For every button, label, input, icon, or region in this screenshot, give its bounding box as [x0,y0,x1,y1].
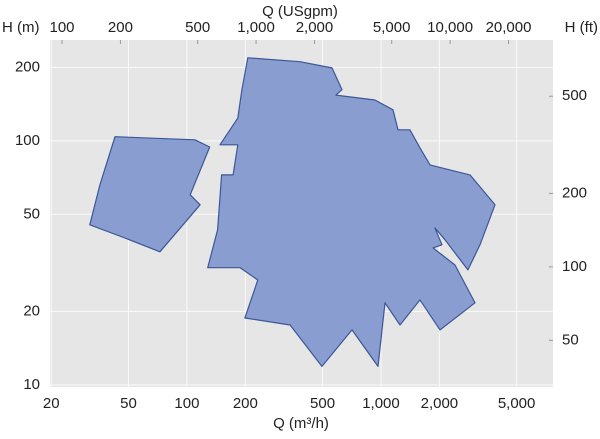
x2-tick-label: 100 [50,19,75,36]
y2-tick-label: 200 [562,184,587,201]
y-tick-label: 100 [15,132,40,149]
y-tick-label: 200 [15,58,40,75]
x2-tick-label: 500 [185,19,210,36]
y2-tick-label: 50 [562,331,579,348]
x-tick-label: 50 [120,395,137,412]
x-axis-label: Q (m³/h) [273,415,329,432]
y-tick-label: 10 [23,376,40,393]
x-tick-label: 200 [233,395,258,412]
x-tick-label: 5,000 [498,395,536,412]
x-tick-label: 100 [174,395,199,412]
x2-tick-label: 2,000 [296,19,334,36]
y-tick-label: 20 [23,302,40,319]
x-tick-label: 1,000 [362,395,400,412]
y2-axis-label: H (ft) [565,19,598,36]
x2-tick-label: 20,000 [486,19,532,36]
x2-tick-label: 10,000 [427,19,473,36]
y-axis-label: H (m) [2,19,40,36]
y2-tick-label: 500 [562,87,587,104]
x-tick-label: 500 [310,395,335,412]
x-tick-label: 20 [43,395,60,412]
x2-tick-label: 200 [108,19,133,36]
x2-axis-label: Q (USgpm) [262,3,338,20]
x2-tick-label: 5,000 [373,19,411,36]
coverage-area [207,57,496,367]
x2-tick-label: 1,000 [237,19,275,36]
x-tick-label: 2,000 [421,395,459,412]
y2-tick-label: 100 [562,258,587,275]
y-tick-label: 50 [23,205,40,222]
coverage-area [89,136,211,253]
